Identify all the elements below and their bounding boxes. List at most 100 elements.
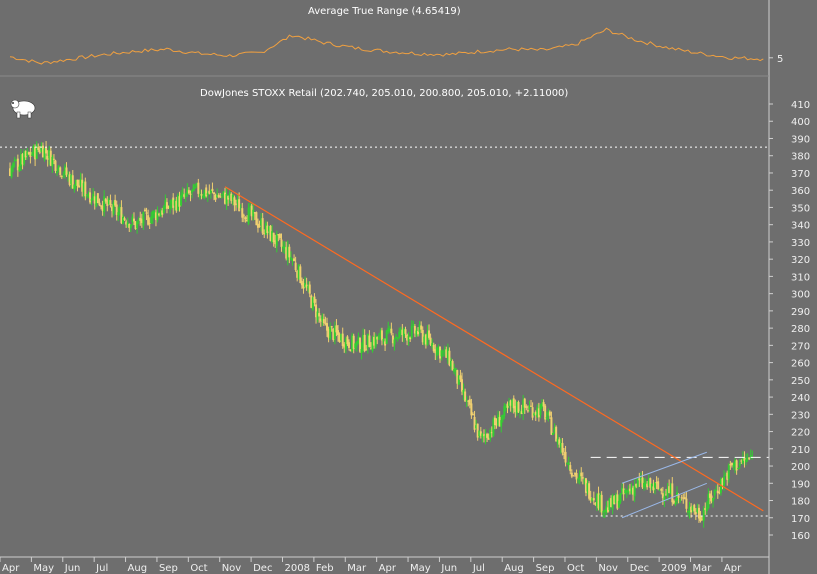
candle-body [599, 494, 602, 510]
candle-body [176, 195, 179, 211]
candle-body [57, 165, 60, 170]
candle-body [517, 402, 520, 413]
candle-body [277, 234, 280, 236]
candle-body [247, 207, 250, 224]
candle-body [255, 212, 258, 226]
candle-body [715, 489, 718, 491]
candle-body [19, 154, 22, 167]
candle-body [208, 190, 211, 194]
candle-body [21, 153, 24, 165]
candle-body [40, 145, 43, 152]
candle-body [43, 148, 46, 160]
candle-body [293, 258, 296, 261]
candle-body [81, 179, 84, 192]
candle-body [291, 259, 294, 261]
candle-body [553, 427, 556, 432]
candle-body [570, 472, 573, 477]
candle-body [446, 349, 449, 361]
candle-body [471, 414, 474, 416]
candle-body [148, 222, 151, 224]
candle-body [195, 183, 198, 186]
candle-body [566, 463, 569, 465]
candle-body [282, 246, 285, 249]
candle-body [605, 506, 608, 513]
price-tick-label: 310 [791, 272, 810, 283]
candle-body [390, 328, 393, 334]
candle-body [682, 497, 685, 499]
candle-body [564, 451, 567, 463]
candle-body [219, 196, 222, 198]
candle-body [260, 219, 263, 225]
x-tick-label: Apr [724, 563, 742, 574]
x-tick-label: Jul [472, 563, 485, 574]
candle-body [376, 336, 379, 340]
candle-body [718, 492, 721, 494]
candle-body [694, 511, 697, 515]
candle-body [526, 410, 529, 412]
candle-body [335, 325, 338, 333]
candle-body [410, 325, 413, 339]
candle-body [552, 433, 555, 435]
candle-body [206, 193, 209, 196]
candle-body [62, 174, 65, 176]
candle-body [699, 516, 702, 522]
candle-body [562, 453, 565, 455]
candle-body [545, 417, 548, 419]
candle-body [462, 389, 465, 394]
candle-body [12, 163, 15, 168]
candle-body [735, 460, 738, 471]
candle-body [131, 216, 134, 223]
candle-body [154, 212, 157, 221]
candle-body [589, 497, 592, 501]
candle-body [142, 212, 145, 226]
candle-body [493, 417, 496, 426]
price-tick-label: 320 [791, 255, 810, 266]
candle-body [74, 179, 77, 186]
candle-body [369, 348, 372, 350]
candle-body [178, 196, 181, 207]
candle-body [106, 200, 109, 206]
candle-body [701, 519, 704, 521]
x-tick-label: May [33, 563, 54, 574]
candle-body [536, 407, 539, 417]
price-tick-label: 350 [791, 203, 810, 214]
candle-body [707, 493, 710, 509]
candle-body [85, 194, 88, 196]
candle-body [643, 482, 646, 488]
candle-body [435, 347, 438, 356]
candle-body [449, 360, 452, 367]
candle-body [515, 401, 518, 414]
candle-body [60, 175, 63, 177]
candle-body [379, 332, 382, 335]
candle-body [351, 335, 354, 352]
price-tick-label: 240 [791, 393, 810, 404]
candle-body [16, 158, 19, 171]
candle-body [451, 360, 454, 371]
candle-body [360, 348, 363, 353]
atr-line [9, 27, 764, 65]
x-tick-label: Jun [64, 563, 81, 574]
candle-body [523, 398, 526, 408]
candle-body [68, 174, 71, 185]
candle-body [27, 152, 30, 155]
candle-body [299, 266, 302, 283]
candle-body [465, 400, 468, 402]
candle-body [203, 189, 206, 198]
candle-body [363, 334, 366, 351]
candle-body [147, 215, 150, 225]
candle-body [661, 493, 664, 499]
candle-body [638, 478, 641, 481]
candle-body [406, 334, 409, 341]
candle-body [9, 168, 11, 176]
candle-body [666, 488, 669, 497]
candle-body [162, 206, 165, 213]
price-tick-label: 290 [791, 307, 810, 318]
candle-body [227, 196, 230, 200]
candle-body [151, 211, 154, 219]
candle-body [421, 329, 424, 343]
candle-body [468, 399, 471, 405]
candle-body [586, 483, 589, 492]
candle-body [239, 208, 242, 210]
candle-body [181, 192, 184, 195]
